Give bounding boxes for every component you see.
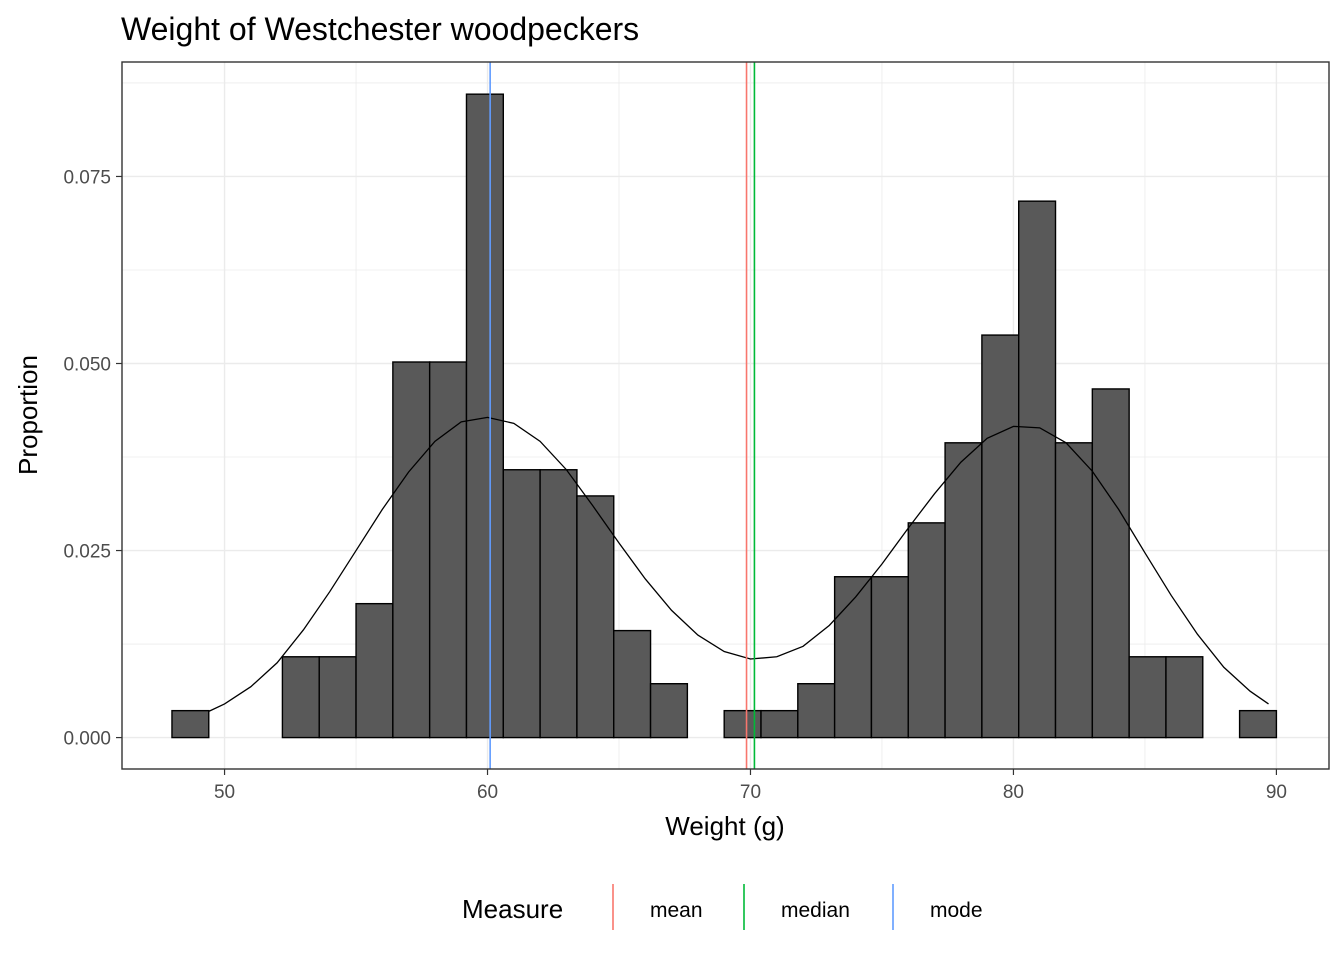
- histogram-bar: [539, 469, 578, 739]
- histogram-bar: [1091, 388, 1130, 739]
- chart-title: Weight of Westchester woodpeckers: [121, 11, 639, 47]
- histogram-bars: [171, 93, 1278, 739]
- histogram-bar: [1238, 709, 1278, 739]
- density-curve: [208, 416, 1269, 712]
- y-axis-ticks: 0.000 0.025 0.050 0.075: [63, 167, 122, 750]
- histogram-bar: [392, 361, 431, 739]
- histogram-bar: [833, 576, 873, 739]
- x-tick-label: 90: [1266, 782, 1287, 803]
- histogram-bar: [465, 93, 504, 739]
- y-tick-label: 0.075: [63, 167, 111, 188]
- y-axis-title: Proportion: [13, 355, 43, 475]
- y-tick-label: 0.025: [63, 542, 111, 563]
- histogram-bar: [171, 709, 210, 739]
- histogram-bar: [1128, 656, 1167, 739]
- x-axis-title: Weight (g): [665, 811, 784, 841]
- legend-label-mean: mean: [650, 899, 703, 922]
- histogram-bar: [760, 709, 799, 739]
- histogram-bar: [281, 656, 320, 739]
- x-axis-ticks: 50 60 70 80 90: [214, 769, 1287, 803]
- histogram-bar: [502, 469, 541, 739]
- x-tick-label: 60: [477, 782, 498, 803]
- x-tick-label: 70: [740, 782, 761, 803]
- histogram-bar: [723, 709, 762, 739]
- legend-label-median: median: [781, 899, 850, 922]
- histogram-bar: [944, 442, 983, 739]
- legend-label-mode: mode: [930, 899, 983, 922]
- legend: Measure mean median mode: [462, 884, 983, 930]
- histogram-bar: [1018, 200, 1057, 739]
- histogram-bar: [981, 334, 1020, 739]
- histogram-bar: [318, 656, 357, 739]
- reference-lines: [489, 62, 756, 769]
- x-tick-label: 50: [214, 782, 235, 803]
- histogram-bar: [1054, 442, 1094, 739]
- histogram-bar: [576, 495, 615, 739]
- histogram-bar: [428, 361, 468, 739]
- histogram-bar: [649, 683, 689, 739]
- panel-border: [121, 61, 1330, 770]
- histogram-bar: [870, 576, 909, 739]
- y-tick-label: 0.000: [63, 729, 111, 750]
- histogram-bar: [613, 629, 652, 739]
- x-tick-label: 80: [1003, 782, 1024, 803]
- histogram-bar: [797, 683, 836, 739]
- legend-title: Measure: [462, 894, 563, 924]
- y-tick-label: 0.050: [63, 355, 111, 376]
- histogram-bar: [907, 522, 946, 739]
- histogram-bar: [1165, 656, 1204, 739]
- legend-items: mean median mode: [612, 884, 983, 930]
- histogram-bar: [355, 602, 394, 739]
